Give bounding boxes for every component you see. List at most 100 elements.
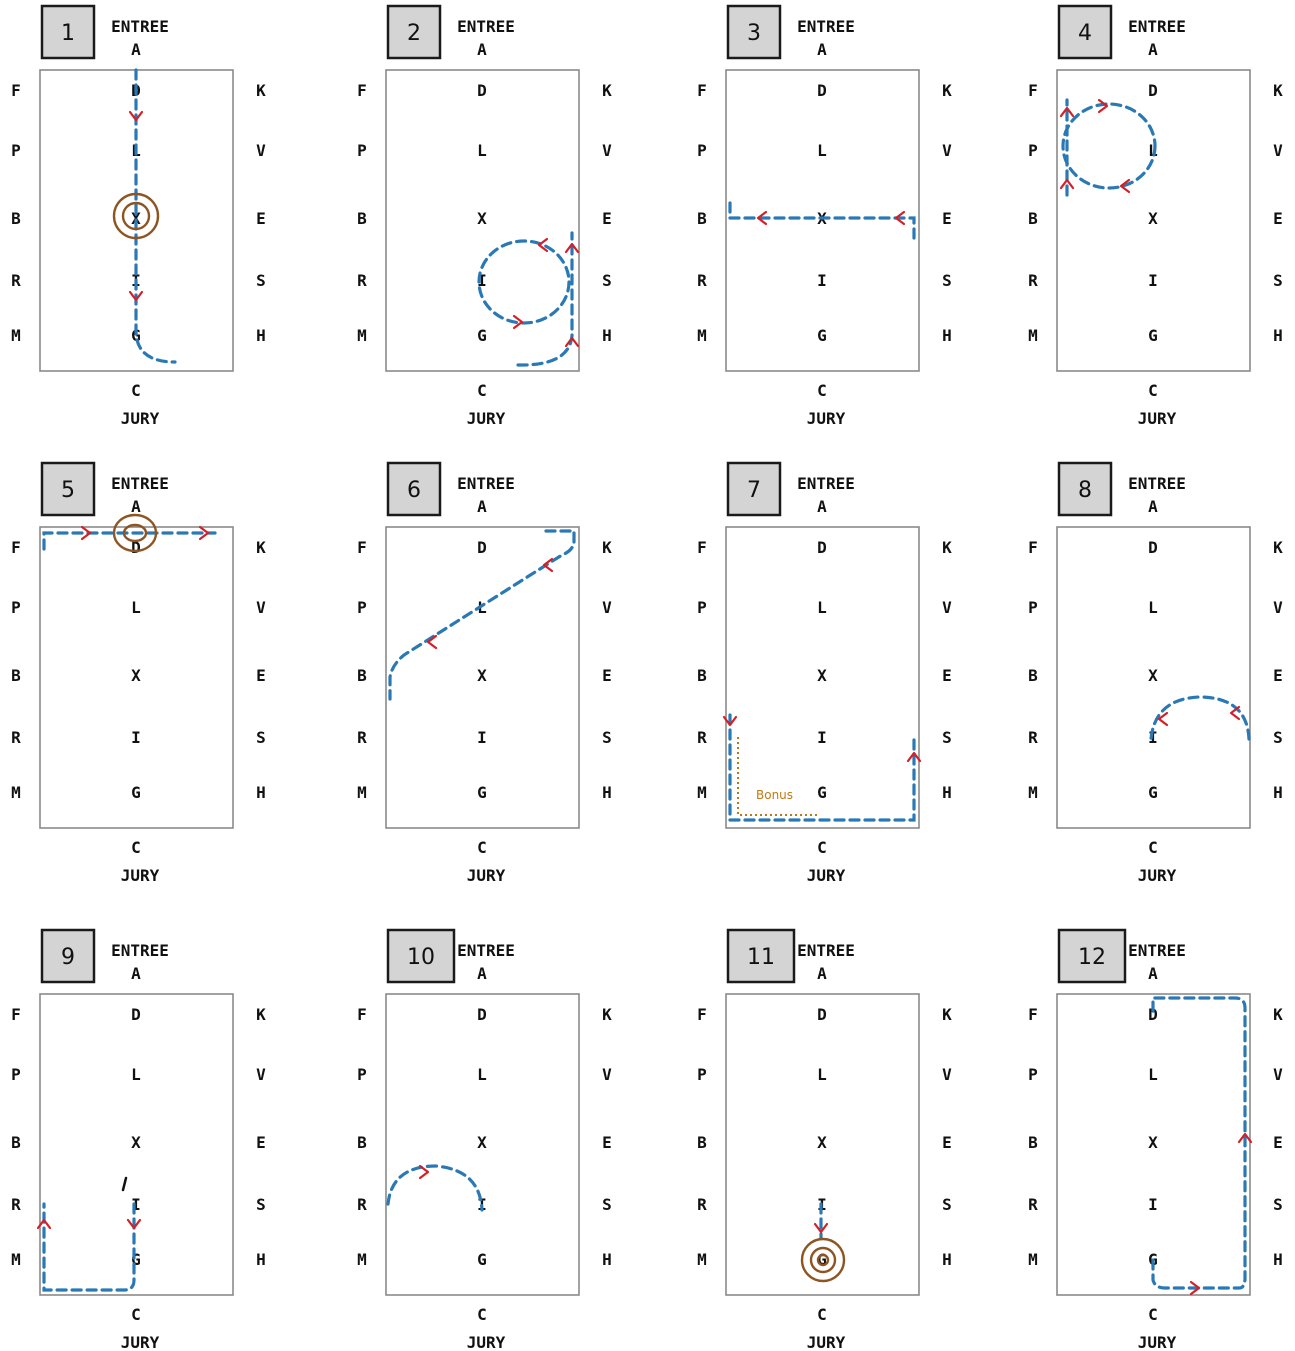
bonus-label: Bonus <box>756 788 793 802</box>
letter-left-F: F <box>1028 81 1038 100</box>
direction-arrow <box>1189 1280 1201 1296</box>
letter-a: A <box>477 40 487 59</box>
letter-a: A <box>1148 964 1158 983</box>
letter-right-S: S <box>602 1195 612 1214</box>
letter-a: A <box>477 964 487 983</box>
letter-right-V: V <box>1273 141 1283 160</box>
figure-drawing <box>800 1202 846 1283</box>
letter-center-X: X <box>1148 209 1158 228</box>
letter-right-V: V <box>942 141 952 160</box>
figure-7: 7 ENTREE A F D K P L V B X E R I S M G H C JURY Bonus <box>697 461 952 885</box>
figure-8: 8 ENTREE A F D K P L V B X E R I S M G H C JURY <box>1028 461 1283 885</box>
letter-right-K: K <box>602 538 612 557</box>
letter-left-R: R <box>11 271 21 290</box>
figure-number: 4 <box>1078 21 1092 46</box>
direction-arrow <box>756 210 768 226</box>
letter-center-D: D <box>131 538 141 557</box>
letter-c: C <box>477 1305 487 1324</box>
entree-label: ENTREE <box>457 941 515 960</box>
letter-right-H: H <box>602 783 612 802</box>
letter-center-G: G <box>1148 326 1158 345</box>
figure-number: 3 <box>747 21 761 46</box>
letter-center-G: G <box>131 783 141 802</box>
entree-label: ENTREE <box>1128 17 1186 36</box>
figure-number-box <box>726 928 796 984</box>
figure-number: 10 <box>407 945 435 970</box>
entree-label: ENTREE <box>457 474 515 493</box>
letter-left-B: B <box>11 209 21 228</box>
jury-label: JURY <box>467 409 506 428</box>
letter-c: C <box>131 381 141 400</box>
letter-right-K: K <box>942 538 952 557</box>
letter-right-S: S <box>1273 728 1283 747</box>
letter-right-S: S <box>1273 271 1283 290</box>
letter-left-P: P <box>357 1065 367 1084</box>
letter-right-H: H <box>942 783 952 802</box>
letter-left-R: R <box>1028 271 1038 290</box>
letter-a: A <box>131 964 141 983</box>
jury-label: JURY <box>807 409 846 428</box>
jury-label: JURY <box>1138 866 1177 885</box>
letter-center-X: X <box>131 1133 141 1152</box>
letter-center-X: X <box>477 1133 487 1152</box>
letter-right-S: S <box>942 1195 952 1214</box>
direction-arrow <box>537 237 549 253</box>
figure-path <box>516 231 574 367</box>
direction-arrow <box>1157 711 1169 727</box>
letter-right-S: S <box>942 271 952 290</box>
letter-left-F: F <box>697 538 707 557</box>
letter-center-G: G <box>1148 783 1158 802</box>
letter-right-V: V <box>256 598 266 617</box>
figure-drawing <box>1059 98 1157 197</box>
letter-right-K: K <box>1273 1005 1283 1024</box>
figure-number-box <box>1057 928 1127 984</box>
pencil-stroke <box>121 1176 128 1192</box>
letter-left-M: M <box>697 326 707 345</box>
letter-left-M: M <box>1028 783 1038 802</box>
jury-label: JURY <box>807 1333 846 1351</box>
direction-arrow <box>1097 98 1109 114</box>
letter-right-E: E <box>942 1133 952 1152</box>
direction-arrow <box>1119 178 1131 194</box>
letter-right-S: S <box>602 728 612 747</box>
letter-left-M: M <box>1028 1250 1038 1269</box>
letter-center-X: X <box>817 1133 827 1152</box>
letter-center-G: G <box>817 1250 827 1269</box>
figure-number-box <box>40 928 96 984</box>
letter-left-P: P <box>11 598 21 617</box>
letter-left-M: M <box>357 1250 367 1269</box>
direction-arrow <box>1059 106 1075 118</box>
letter-left-R: R <box>357 271 367 290</box>
figure-number: 11 <box>747 945 775 970</box>
letter-center-G: G <box>477 1250 487 1269</box>
letter-left-F: F <box>697 81 707 100</box>
letter-center-G: G <box>817 326 827 345</box>
letter-center-I: I <box>817 728 827 747</box>
direction-arrow <box>564 242 580 254</box>
letter-left-B: B <box>357 666 367 685</box>
circle-marker <box>816 1253 830 1267</box>
letter-left-M: M <box>357 326 367 345</box>
letter-center-I: I <box>817 271 827 290</box>
letter-c: C <box>1148 381 1158 400</box>
direction-arrow <box>542 557 554 573</box>
figure-path <box>388 529 576 701</box>
entree-label: ENTREE <box>797 941 855 960</box>
letter-left-F: F <box>11 81 21 100</box>
direction-arrow <box>813 1222 829 1234</box>
letter-center-X: X <box>1148 666 1158 685</box>
letter-right-H: H <box>942 326 952 345</box>
letter-center-I: I <box>1148 1195 1158 1214</box>
letter-right-V: V <box>602 141 612 160</box>
letter-right-K: K <box>256 81 266 100</box>
figure-number-box <box>40 461 96 517</box>
letter-right-H: H <box>1273 783 1283 802</box>
letter-right-E: E <box>256 666 266 685</box>
letter-center-D: D <box>477 81 487 100</box>
letter-right-E: E <box>942 666 952 685</box>
letter-right-E: E <box>602 666 612 685</box>
letter-left-P: P <box>11 141 21 160</box>
letter-left-F: F <box>11 1005 21 1024</box>
direction-arrow <box>894 210 906 226</box>
